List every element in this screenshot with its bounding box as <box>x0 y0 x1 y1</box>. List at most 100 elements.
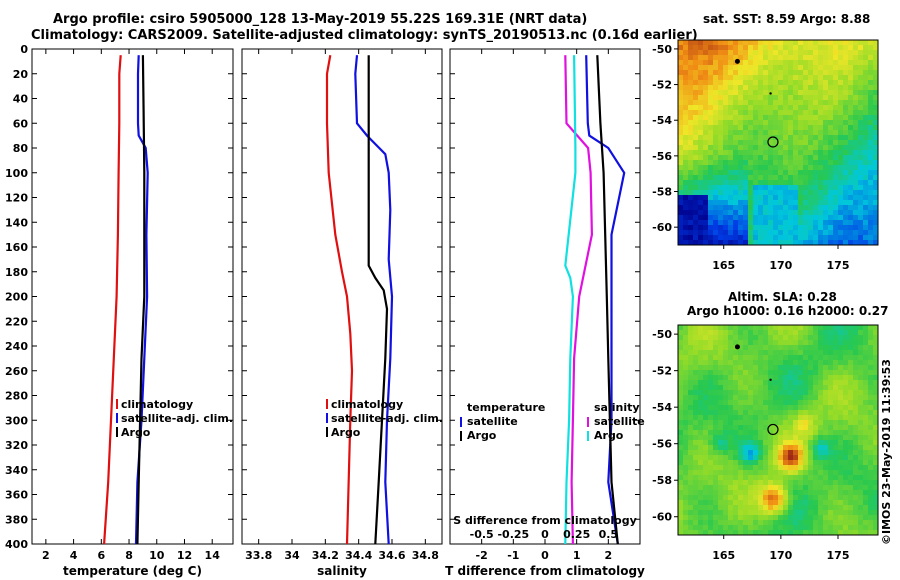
map-cell <box>858 50 864 56</box>
map-cell <box>863 120 869 126</box>
map-cell <box>813 385 819 391</box>
map-cell <box>788 135 794 141</box>
map-cell <box>848 400 854 406</box>
map-cell <box>778 340 784 346</box>
map-cell <box>808 440 814 446</box>
map-cell <box>698 380 704 386</box>
map-cell <box>688 120 694 126</box>
map-cell <box>713 395 719 401</box>
map-cell <box>683 490 689 496</box>
map-cell <box>813 225 819 231</box>
map-cell <box>833 325 839 331</box>
map-cell <box>678 215 684 221</box>
map-cell <box>683 330 689 336</box>
map-cell <box>723 475 729 481</box>
map-cell <box>823 460 829 466</box>
map-cell <box>868 40 874 46</box>
map-cell <box>783 190 789 196</box>
map-cell <box>823 105 829 111</box>
map-cell <box>693 355 699 361</box>
map-cell <box>828 220 834 226</box>
map-cell <box>868 420 874 426</box>
map-cell <box>803 425 809 431</box>
map-cell <box>868 370 874 376</box>
map-cell <box>863 180 869 186</box>
map-cell <box>723 125 729 131</box>
map-cell <box>843 230 849 236</box>
map-cell <box>683 375 689 381</box>
map-cell <box>768 495 774 501</box>
map-cell <box>858 225 864 231</box>
map-cell <box>783 450 789 456</box>
map-cell <box>863 215 869 221</box>
map-cell <box>798 225 804 231</box>
map-cell <box>843 440 849 446</box>
map-cell <box>708 120 714 126</box>
map-cell <box>698 200 704 206</box>
map-cell <box>863 50 869 56</box>
map-cell <box>823 515 829 521</box>
map-cell <box>723 460 729 466</box>
map-cell <box>823 215 829 221</box>
map-cell <box>813 390 819 396</box>
map-cell <box>768 525 774 531</box>
map-cell <box>678 150 684 156</box>
map-cell <box>723 490 729 496</box>
map-cell <box>868 530 874 536</box>
map-cell <box>683 395 689 401</box>
map-cell <box>858 65 864 71</box>
map-cell <box>773 430 779 436</box>
map-cell <box>778 355 784 361</box>
map-cell <box>728 435 734 441</box>
map-cell <box>693 510 699 516</box>
map-cell <box>788 195 794 201</box>
map-cell <box>743 510 749 516</box>
map-cell <box>753 70 759 76</box>
map-cell <box>858 425 864 431</box>
map-cell <box>708 65 714 71</box>
map-cell <box>723 470 729 476</box>
map-cell <box>743 150 749 156</box>
map-cell <box>753 225 759 231</box>
map-cell <box>683 390 689 396</box>
map-cell <box>828 235 834 241</box>
map-cell <box>713 70 719 76</box>
map-cell <box>778 145 784 151</box>
map-cell <box>738 85 744 91</box>
map-cell <box>728 330 734 336</box>
map-cell <box>843 365 849 371</box>
map-cell <box>813 380 819 386</box>
map-cell <box>683 75 689 81</box>
map-cell <box>778 65 784 71</box>
map-cell <box>778 425 784 431</box>
map-cell <box>753 150 759 156</box>
map-cell <box>868 120 874 126</box>
map-cell <box>838 125 844 131</box>
map-cell <box>683 335 689 341</box>
map-cell <box>758 510 764 516</box>
map-cell <box>838 520 844 526</box>
map-cell <box>843 140 849 146</box>
map-cell <box>678 160 684 166</box>
map-cell <box>768 365 774 371</box>
map-cell <box>873 40 879 46</box>
map-cell <box>838 160 844 166</box>
map-cell <box>853 225 859 231</box>
map-cell <box>823 440 829 446</box>
map-cell <box>758 215 764 221</box>
map-cell <box>813 510 819 516</box>
map-cell <box>788 155 794 161</box>
map-cell <box>753 525 759 531</box>
map-cell <box>723 155 729 161</box>
map-cell <box>768 375 774 381</box>
map-cell <box>803 340 809 346</box>
map-cell <box>793 480 799 486</box>
map-cell <box>753 130 759 136</box>
map-cell <box>858 110 864 116</box>
map-cell <box>788 430 794 436</box>
map-cell <box>768 120 774 126</box>
map-cell <box>798 65 804 71</box>
map-cell <box>753 135 759 141</box>
map-cell <box>698 445 704 451</box>
map-cell <box>798 455 804 461</box>
